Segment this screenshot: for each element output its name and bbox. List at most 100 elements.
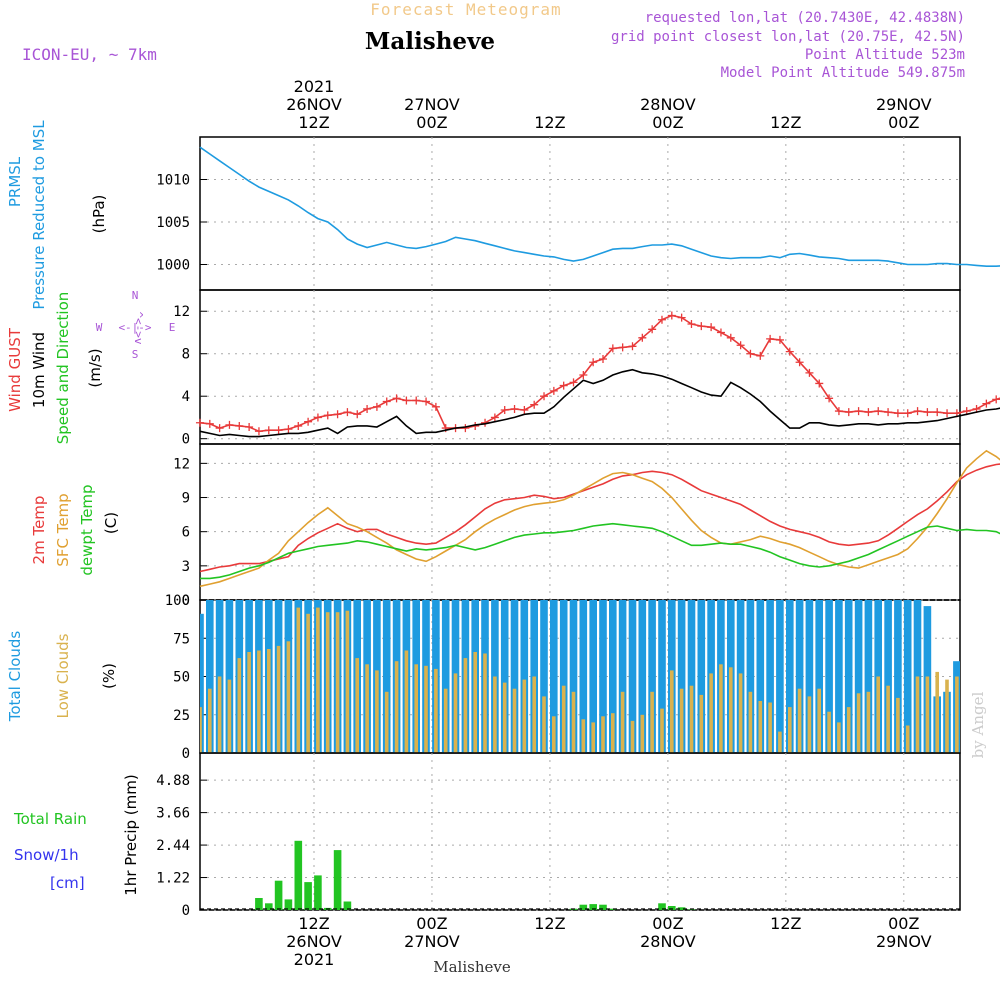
panel-label: Wind GUST	[6, 327, 24, 412]
compass-east: E	[169, 321, 176, 334]
panel-label: 2m Temp	[30, 496, 48, 565]
bar-total-clouds	[540, 600, 548, 753]
bar-low-clouds	[915, 676, 920, 753]
gust-marker	[825, 394, 834, 403]
bar-total-rain	[609, 908, 617, 910]
gust-marker	[195, 418, 204, 427]
bar-total-clouds	[500, 600, 509, 753]
bar-total-rain	[579, 904, 588, 910]
gust-marker	[716, 328, 725, 337]
y-tick-label: 9	[182, 491, 190, 507]
bar-low-clouds	[453, 673, 458, 753]
gust-marker	[382, 397, 391, 406]
bar-low-clouds	[778, 731, 782, 753]
bar-total-clouds	[599, 600, 607, 753]
series-line-sfc-temp	[199, 449, 1000, 588]
location-title: Malisheve	[365, 28, 495, 55]
y-tick-label: 1.22	[156, 871, 190, 887]
bar-low-clouds	[670, 670, 674, 753]
bar-low-clouds	[660, 708, 664, 753]
bar-low-clouds	[463, 658, 468, 753]
bar-low-clouds	[296, 607, 301, 753]
time-label-top: 28NOV	[640, 95, 696, 114]
bar-total-clouds	[756, 600, 765, 753]
bar-total-rain	[658, 903, 666, 910]
gust-marker	[294, 421, 303, 430]
bar-low-clouds	[719, 664, 723, 753]
bar-total-rain	[343, 901, 352, 910]
bar-total-clouds	[746, 600, 755, 753]
panel-label: Speed and Direction	[54, 292, 72, 445]
bar-total-rain	[333, 850, 342, 910]
bar-total-rain	[294, 840, 303, 910]
bar-low-clouds	[208, 688, 212, 753]
gust-marker	[343, 408, 352, 417]
gust-marker	[687, 319, 696, 328]
bar-low-clouds	[896, 697, 900, 753]
compass-horizontal: <-|->	[118, 321, 151, 334]
bar-low-clouds	[630, 720, 635, 753]
gust-marker	[893, 409, 902, 418]
bar-total-rain	[687, 909, 696, 910]
gust-marker	[943, 409, 952, 418]
gust-marker	[215, 424, 224, 433]
bar-low-clouds	[640, 714, 645, 754]
gust-marker	[431, 402, 440, 411]
bar-total-rain	[304, 882, 312, 910]
bar-total-clouds	[638, 600, 647, 753]
time-label-top: 12Z	[770, 113, 801, 132]
gust-marker	[353, 410, 362, 419]
bar-low-clouds	[443, 688, 448, 753]
bar-low-clouds	[748, 691, 753, 753]
time-label-top: 27NOV	[404, 95, 460, 114]
bar-low-clouds	[217, 676, 222, 753]
compass-south: S	[132, 348, 139, 361]
bar-total-rain	[599, 904, 607, 910]
point-altitude: Point Altitude 523m	[805, 47, 965, 63]
bar-low-clouds	[493, 676, 497, 753]
bar-total-clouds	[648, 600, 656, 753]
bar-low-clouds	[276, 645, 281, 753]
series-line-wind-gust	[199, 314, 1000, 433]
bar-total-clouds	[569, 600, 578, 753]
y-tick-label: 0	[182, 432, 190, 448]
model-altitude: Model Point Altitude 549.875m	[721, 65, 965, 81]
bar-total-clouds	[677, 600, 686, 753]
y-axis-label: (hPa)	[90, 195, 108, 234]
bar-low-clouds	[866, 691, 871, 753]
panel-pressure: 1000 1005 1010 PRMSL Pressure Reduced to MSL…	[6, 120, 1000, 310]
bar-low-clouds	[542, 696, 546, 753]
bar-total-clouds	[903, 600, 912, 753]
y-tick-label: 0	[182, 593, 190, 609]
gust-marker	[766, 334, 775, 343]
gust-marker	[657, 315, 666, 324]
time-label-top: 29NOV	[876, 95, 932, 114]
bar-total-clouds	[589, 600, 597, 753]
gust-marker	[274, 426, 283, 435]
gust-marker	[392, 394, 401, 403]
gust-marker	[304, 417, 313, 426]
bar-low-clouds	[434, 668, 438, 753]
gust-marker	[648, 325, 657, 334]
gust-marker	[579, 370, 588, 379]
requested-coords: requested lon,lat (20.7430E, 42.4838N)	[645, 10, 965, 26]
time-label-bottom: 00Z	[652, 914, 683, 933]
gust-marker	[422, 397, 431, 406]
bar-low-clouds	[532, 676, 536, 753]
panel-label: PRMSL	[6, 156, 24, 207]
panel-clouds: 0 25 50 75 100 Total Clouds Low Clouds (%)	[6, 593, 961, 762]
y-tick-label: 3	[182, 559, 190, 575]
bar-low-clouds	[483, 653, 487, 753]
bar-total-rain	[265, 903, 273, 910]
gust-marker	[834, 407, 843, 416]
bar-low-clouds	[846, 707, 851, 753]
gust-marker	[490, 413, 499, 422]
bar-low-clouds	[856, 693, 861, 753]
bar-total-clouds	[441, 600, 450, 753]
bar-low-clouds	[925, 676, 930, 753]
bar-low-clouds	[414, 664, 418, 753]
gust-marker	[569, 378, 578, 387]
bar-total-clouds	[766, 600, 774, 753]
bar-total-clouds	[786, 600, 794, 753]
